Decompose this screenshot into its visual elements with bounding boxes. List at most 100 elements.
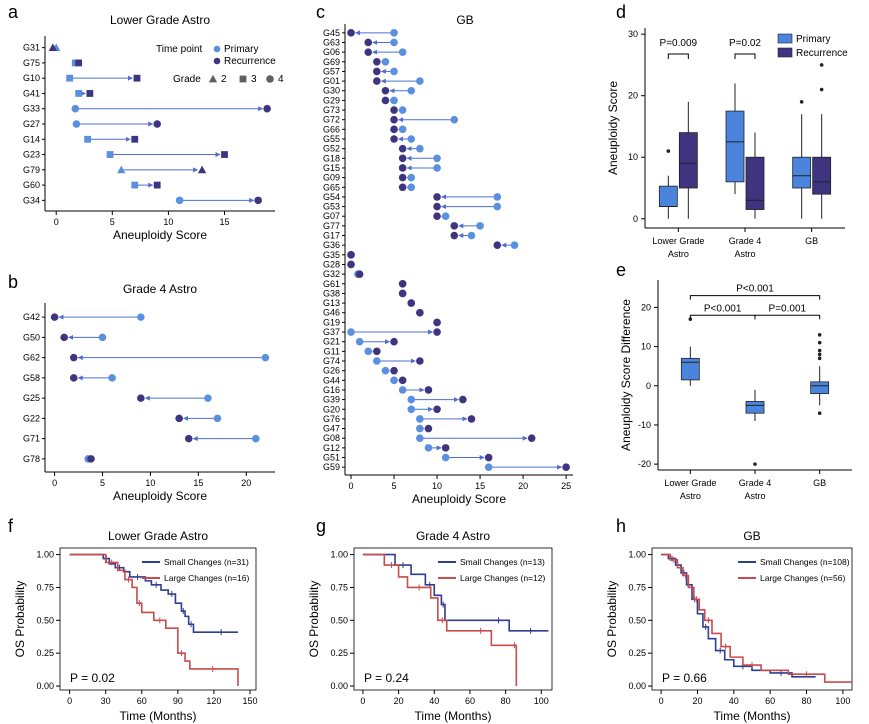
legend-swatch-d — [777, 47, 793, 58]
recurrence-point-c — [381, 96, 390, 105]
recurrence-point-a — [48, 43, 58, 52]
recurrence-point-a — [197, 165, 207, 174]
x-tick-label-g: 60 — [465, 696, 475, 706]
legend-grade-label: 2 — [221, 74, 227, 85]
row-label-c: G29 — [323, 95, 340, 105]
recurrence-point-c — [493, 241, 502, 249]
recurrence-point-c — [381, 86, 390, 95]
row-label-c: G30 — [323, 86, 340, 96]
x-tick-label-b: 20 — [241, 478, 251, 488]
recurrence-point-b — [50, 313, 59, 321]
p-value-bracket-e — [689, 314, 756, 320]
p-value-bracket-e — [754, 314, 821, 320]
x-tick-label-b: 5 — [100, 478, 105, 488]
y-tick-label-e: 10 — [641, 342, 651, 352]
row-label-c: G11 — [324, 346, 340, 356]
row-label-c: G54 — [323, 192, 340, 202]
y-tick-label-d: 0 — [633, 214, 638, 224]
primary-point-a — [106, 151, 114, 158]
box-outlier-e — [753, 462, 757, 466]
row-label-a: G41 — [23, 88, 40, 98]
recurrence-point-c — [390, 337, 398, 346]
row-label-c: G55 — [323, 134, 340, 144]
legend-primary-swatch — [213, 45, 221, 53]
panel-letter-g: g — [316, 516, 326, 536]
x-axis-title-b: Aneuploidy Score — [113, 489, 207, 503]
recurrence-point-c — [347, 29, 355, 37]
recurrence-point-b — [60, 333, 68, 342]
primary-point-c — [373, 357, 381, 365]
row-label-a: G75 — [23, 58, 40, 68]
primary-point-c — [407, 405, 416, 414]
x-tick-label-g: 100 — [534, 696, 549, 706]
recurrence-point-c — [390, 106, 398, 114]
x-tick-label-c: 20 — [518, 481, 528, 491]
primary-point-c — [355, 337, 364, 346]
row-label-c: G26 — [323, 366, 340, 376]
y-tick-label-f: 1.00 — [36, 550, 54, 560]
y-tick-label-g: 0.25 — [330, 648, 348, 658]
primary-point-c — [347, 328, 355, 336]
primary-point-c — [407, 135, 416, 143]
row-label-c: G69 — [323, 57, 340, 67]
row-label-b: G42 — [23, 312, 40, 322]
recurrence-point-c — [433, 318, 441, 327]
recurrence-point-c — [450, 222, 459, 230]
row-label-b: G78 — [23, 454, 40, 464]
box-outlier-e — [817, 352, 822, 357]
recurrence-point-c — [390, 366, 398, 375]
recurrence-point-c — [398, 289, 407, 298]
y-tick-label-f: 0.75 — [36, 582, 54, 592]
legend-label-g: Large Changes (n=12) — [460, 573, 545, 583]
box-outlier-e — [817, 411, 822, 415]
panel-letter-f: f — [8, 516, 14, 536]
row-label-a: G31 — [23, 43, 40, 53]
row-label-c: G06 — [323, 47, 340, 57]
primary-point-b — [261, 353, 270, 362]
recurrence-point-c — [416, 308, 424, 317]
p-value-bracket-e — [689, 295, 821, 300]
recurrence-point-b — [69, 353, 78, 362]
row-label-c: G65 — [323, 182, 340, 192]
primary-point-c — [493, 193, 502, 201]
primary-point-c — [450, 115, 459, 124]
primary-point-a — [117, 165, 126, 174]
recurrence-point-c — [450, 231, 459, 240]
row-label-a: G27 — [23, 119, 40, 129]
primary-point-c — [484, 463, 493, 471]
row-label-c: G51 — [323, 453, 340, 463]
x-tick-label-f: 90 — [173, 696, 183, 706]
y-tick-label-g: 0.50 — [330, 615, 348, 625]
row-label-c: G44 — [323, 375, 340, 385]
row-label-c: G12 — [323, 443, 340, 453]
primary-point-c — [476, 222, 484, 230]
row-label-c: G17 — [323, 231, 340, 241]
row-label-c: G76 — [323, 414, 340, 424]
x-tick-label-f: 120 — [206, 696, 221, 706]
row-label-c: G37 — [323, 327, 340, 337]
p-value-label-g: P = 0.24 — [364, 671, 409, 685]
x-tick-label-h: 40 — [729, 696, 739, 706]
y-tick-label-h: 0.00 — [628, 681, 646, 691]
legend-label-d: Primary — [796, 34, 830, 45]
row-label-a: G14 — [23, 134, 40, 144]
panel-letter-b: b — [8, 272, 18, 292]
primary-point-c — [433, 154, 441, 163]
row-label-c: G53 — [323, 202, 340, 212]
survival-curve-g — [362, 553, 549, 632]
y-tick-label-e: 0 — [646, 381, 651, 391]
chart-title-a: Lower Grade Astro — [110, 13, 210, 27]
recurrence-point-c — [398, 154, 407, 163]
plot-frame-h — [651, 547, 853, 691]
recurrence-point-c — [433, 405, 441, 414]
x-tick-label-a: 0 — [54, 217, 59, 227]
recurrence-point-c — [527, 434, 536, 443]
p-value-label-d: P=0.009 — [660, 38, 698, 49]
recurrence-point-c — [398, 173, 407, 182]
box-outlier-d — [799, 100, 804, 104]
y-axis-title-f: OS Probability — [13, 581, 27, 658]
y-tick-label-g: 1.00 — [330, 550, 348, 560]
row-label-a: G34 — [23, 195, 40, 205]
panel-letter-d: d — [616, 2, 626, 22]
